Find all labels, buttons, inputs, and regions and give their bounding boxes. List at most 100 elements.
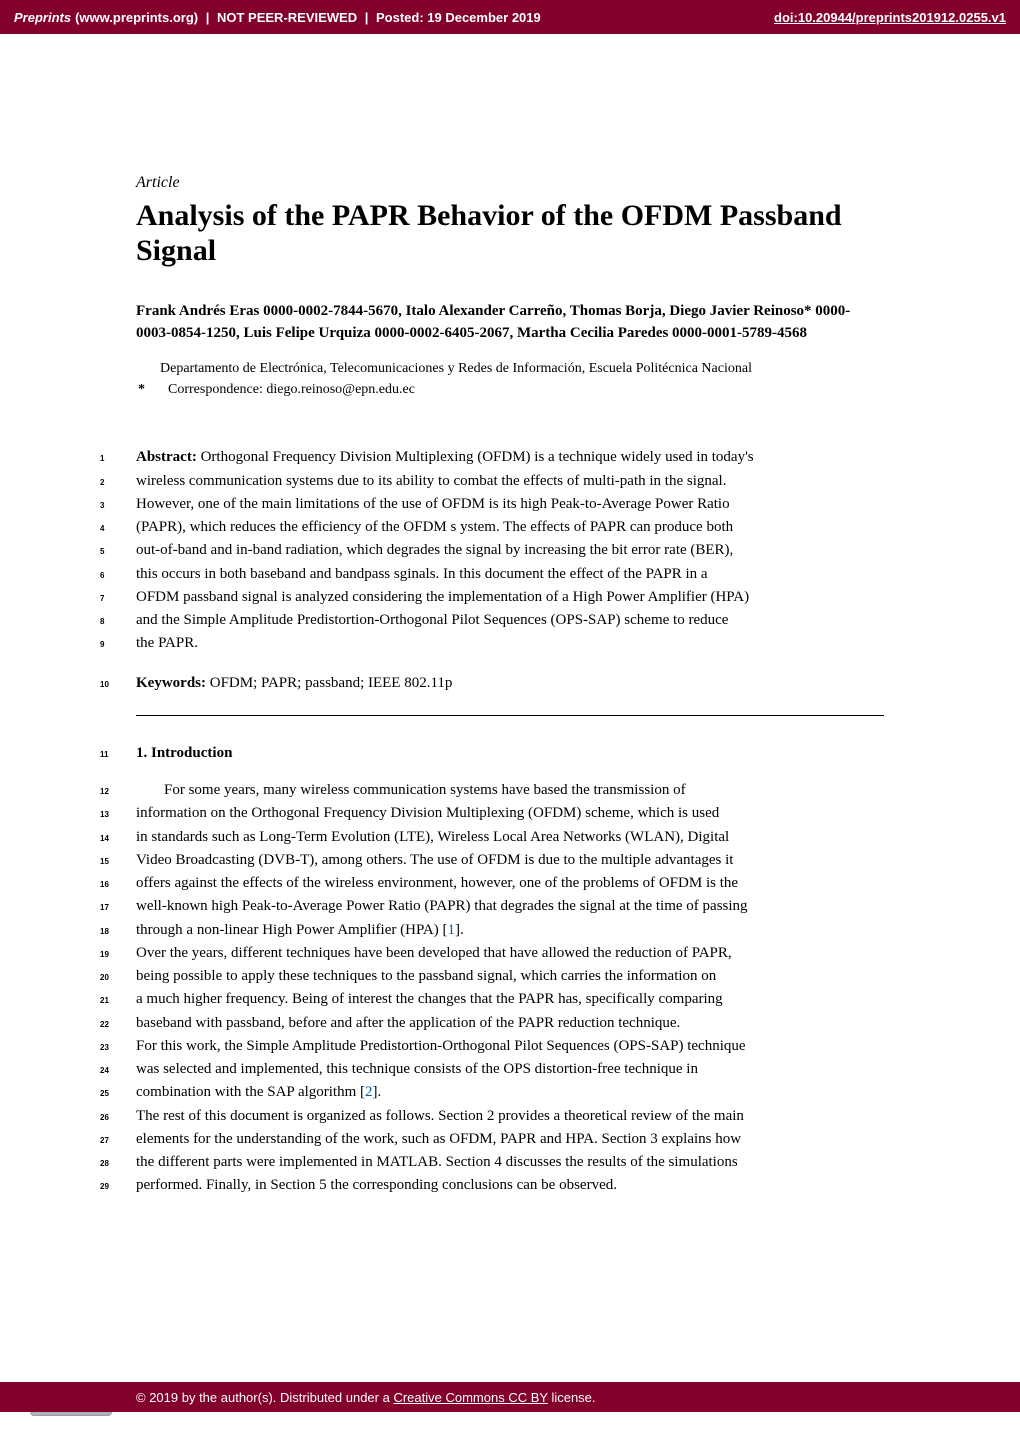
line-number: 20 <box>100 972 109 984</box>
citation-link-2[interactable]: 2 <box>365 1084 373 1100</box>
abstract-text: out-of-band and in-band radiation, which… <box>136 542 733 558</box>
abstract-line: 5out-of-band and in-band radiation, whic… <box>136 539 884 562</box>
line-number: 29 <box>100 1181 109 1193</box>
abstract-text: (PAPR), which reduces the efficiency of … <box>136 519 733 535</box>
citation-link-1[interactable]: 1 <box>447 922 455 938</box>
intro-line: 26The rest of this document is organized… <box>136 1105 884 1128</box>
intro-line: 19Over the years, different techniques h… <box>136 942 884 965</box>
doi-link[interactable]: doi:10.20944/preprints201912.0255.v1 <box>774 10 1006 25</box>
intro-text: The rest of this document is organized a… <box>136 1108 744 1124</box>
line-number: 16 <box>100 879 109 891</box>
line-number: 6 <box>100 570 104 582</box>
intro-line: 13information on the Orthogonal Frequenc… <box>136 802 884 825</box>
footer-text: © 2019 by the author(s). Distributed und… <box>136 1390 596 1405</box>
line-number: 25 <box>100 1088 109 1100</box>
intro-line: 29performed. Finally, in Section 5 the c… <box>136 1174 884 1197</box>
intro-text: through a non-linear High Power Amplifie… <box>136 922 447 938</box>
abstract-text: wireless communication systems due to it… <box>136 473 726 489</box>
affiliation: Departamento de Electrónica, Telecomunic… <box>160 358 884 379</box>
article-type: Article <box>136 174 884 192</box>
intro-line: 28the different parts were implemented i… <box>136 1151 884 1174</box>
affiliation-block: Departamento de Electrónica, Telecomunic… <box>136 358 884 400</box>
line-number: 12 <box>100 786 109 798</box>
abstract-line: 7OFDM passband signal is analyzed consid… <box>136 586 884 609</box>
line-number: 19 <box>100 949 109 961</box>
abstract-line: 4(PAPR), which reduces the efficiency of… <box>136 516 884 539</box>
intro-text: Video Broadcasting (DVB-T), among others… <box>136 852 733 868</box>
intro-line: 21a much higher frequency. Being of inte… <box>136 988 884 1011</box>
abstract-text: OFDM passband signal is analyzed conside… <box>136 589 749 605</box>
intro-text: offers against the effects of the wirele… <box>136 875 738 891</box>
line-number: 18 <box>100 926 109 938</box>
abstract-block: 1 Abstract: Orthogonal Frequency Divisio… <box>136 446 884 655</box>
abstract-text: and the Simple Amplitude Predistortion-O… <box>136 612 728 628</box>
intro-text-tail: ]. <box>373 1084 382 1100</box>
line-number: 11 <box>100 749 108 761</box>
intro-line: 27elements for the understanding of the … <box>136 1128 884 1151</box>
keywords-line: 10 Keywords: OFDM; PAPR; passband; IEEE … <box>136 672 884 695</box>
intro-line: 14in standards such as Long-Term Evoluti… <box>136 826 884 849</box>
line-number: 3 <box>100 500 104 512</box>
abstract-text: Orthogonal Frequency Division Multiplexi… <box>201 449 754 465</box>
intro-text: combination with the SAP algorithm [ <box>136 1084 365 1100</box>
abstract-line: 6this occurs in both baseband and bandpa… <box>136 563 884 586</box>
line-number: 10 <box>100 679 109 691</box>
intro-line: 16offers against the effects of the wire… <box>136 872 884 895</box>
line-number: 28 <box>100 1158 109 1170</box>
abstract-line: 1 Abstract: Orthogonal Frequency Divisio… <box>136 446 884 469</box>
intro-text: was selected and implemented, this techn… <box>136 1061 698 1077</box>
intro-text: the different parts were implemented in … <box>136 1154 738 1170</box>
abstract-line: 3However, one of the main limitations of… <box>136 493 884 516</box>
author-list: Frank Andrés Eras 0000-0002-7844-5670, I… <box>136 301 884 345</box>
divider <box>136 715 884 716</box>
correspondence-star: * <box>138 379 145 400</box>
intro-line: 17well-known high Peak-to-Average Power … <box>136 895 884 918</box>
intro-line: 15Video Broadcasting (DVB-T), among othe… <box>136 849 884 872</box>
line-number: 1 <box>100 453 104 465</box>
preprints-url: (www.preprints.org) <box>75 10 198 25</box>
cc-license-link[interactable]: Creative Commons CC BY <box>393 1390 547 1405</box>
intro-text: For this work, the Simple Amplitude Pred… <box>136 1038 746 1054</box>
abstract-line: 8and the Simple Amplitude Predistortion-… <box>136 609 884 632</box>
intro-line: 20being possible to apply these techniqu… <box>136 965 884 988</box>
keywords-block: 10 Keywords: OFDM; PAPR; passband; IEEE … <box>136 672 884 695</box>
intro-line: 12 For some years, many wireless communi… <box>136 779 884 802</box>
line-number: 13 <box>100 809 109 821</box>
separator: | <box>202 10 213 25</box>
line-number: 4 <box>100 523 104 535</box>
line-number: 15 <box>100 856 109 868</box>
abstract-line: 9the PAPR. <box>136 632 884 655</box>
line-number: 5 <box>100 546 104 558</box>
abstract-text: the PAPR. <box>136 635 198 651</box>
keywords-label: Keywords: <box>136 675 206 691</box>
line-number: 24 <box>100 1065 109 1077</box>
intro-text: elements for the understanding of the wo… <box>136 1131 741 1147</box>
intro-line: 18 through a non-linear High Power Ampli… <box>136 919 884 942</box>
posted-date: Posted: 19 December 2019 <box>376 10 541 25</box>
not-peer-reviewed: NOT PEER-REVIEWED <box>217 10 357 25</box>
footer-bar: © 2019 by the author(s). Distributed und… <box>0 1382 1020 1412</box>
section-heading-line: 11 1. Introduction <box>136 742 884 765</box>
correspondence: * Correspondence: diego.reinoso@epn.edu.… <box>160 379 884 400</box>
preprint-header-bar: Preprints (www.preprints.org) | NOT PEER… <box>0 0 1020 34</box>
line-number: 21 <box>100 995 109 1007</box>
line-number: 14 <box>100 833 109 845</box>
intro-text: being possible to apply these techniques… <box>136 968 716 984</box>
line-number: 8 <box>100 616 104 628</box>
line-number: 7 <box>100 593 104 605</box>
abstract-text: this occurs in both baseband and bandpas… <box>136 566 708 582</box>
intro-text: a much higher frequency. Being of intere… <box>136 991 723 1007</box>
intro-text: information on the Orthogonal Frequency … <box>136 805 719 821</box>
intro-text: Over the years, different techniques hav… <box>136 945 732 961</box>
footer-copyright-prefix: © 2019 by the author(s). Distributed und… <box>136 1390 393 1405</box>
line-number: 23 <box>100 1042 109 1054</box>
separator: | <box>361 10 372 25</box>
abstract-line: 2wireless communication systems due to i… <box>136 470 884 493</box>
line-number: 26 <box>100 1112 109 1124</box>
intro-text: For some years, many wireless communicat… <box>164 782 686 798</box>
line-number: 17 <box>100 902 109 914</box>
intro-line: 23For this work, the Simple Amplitude Pr… <box>136 1035 884 1058</box>
intro-text: performed. Finally, in Section 5 the cor… <box>136 1177 617 1193</box>
line-number: 27 <box>100 1135 109 1147</box>
footer-copyright-suffix: license. <box>548 1390 596 1405</box>
